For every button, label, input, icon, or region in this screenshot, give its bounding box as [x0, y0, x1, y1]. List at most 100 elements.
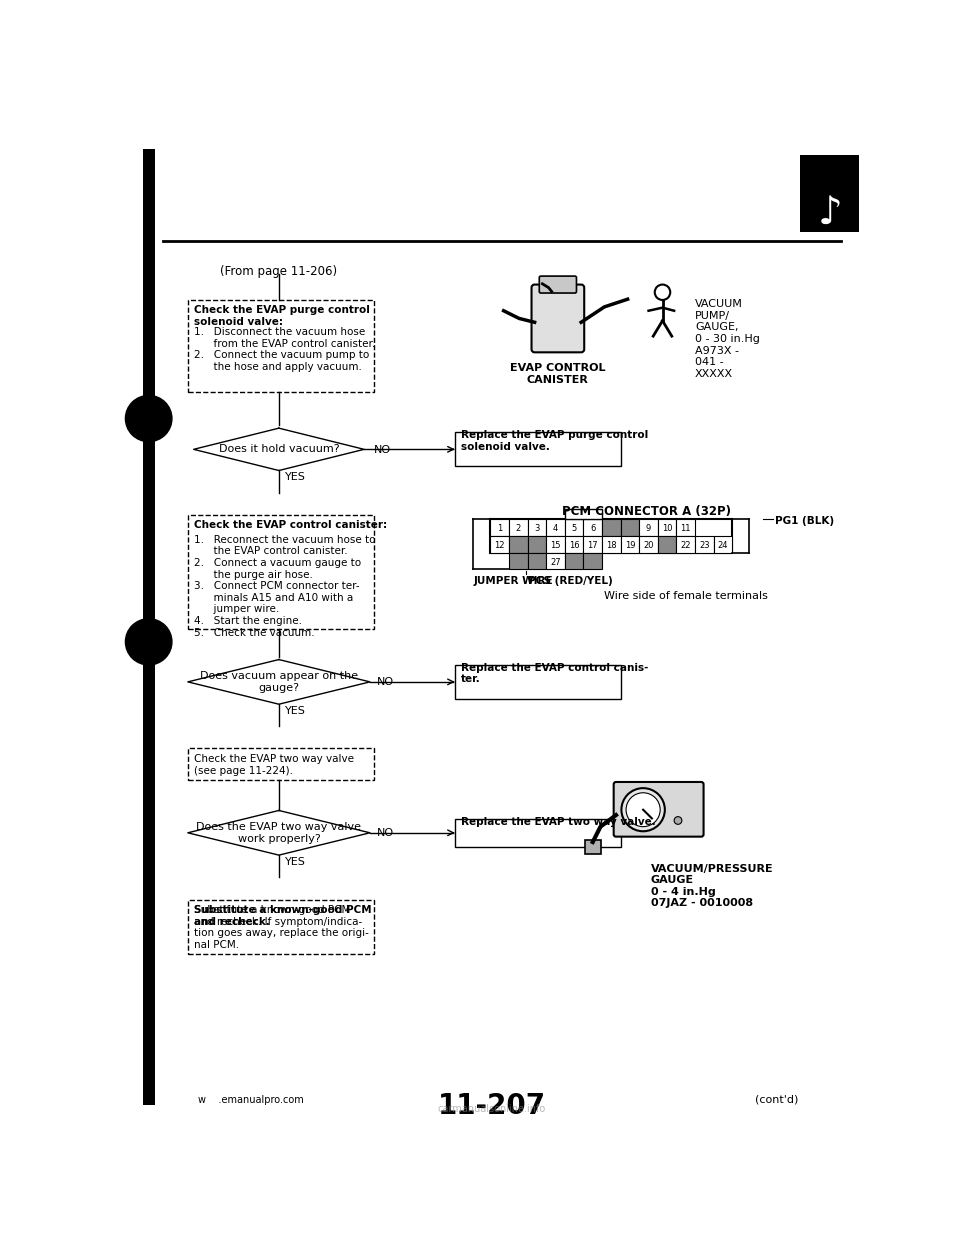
- Text: ♪: ♪: [818, 194, 842, 232]
- Text: NO: NO: [377, 828, 395, 838]
- FancyBboxPatch shape: [491, 519, 509, 535]
- FancyBboxPatch shape: [613, 782, 704, 837]
- Text: Substitute a known-good PCM
and recheck.: Substitute a known-good PCM and recheck.: [194, 905, 372, 927]
- Text: Check the EVAP purge control
solenoid valve:: Check the EVAP purge control solenoid va…: [194, 306, 371, 327]
- FancyBboxPatch shape: [528, 553, 546, 570]
- FancyBboxPatch shape: [528, 535, 546, 553]
- FancyBboxPatch shape: [801, 155, 858, 232]
- Text: (cont'd): (cont'd): [756, 1094, 799, 1104]
- Text: 1.   Disconnect the vacuum hose
      from the EVAP control canister.
2.   Conne: 1. Disconnect the vacuum hose from the E…: [194, 327, 375, 371]
- FancyBboxPatch shape: [658, 519, 677, 535]
- Text: Replace the EVAP two way valve.: Replace the EVAP two way valve.: [461, 817, 656, 827]
- Text: 27: 27: [550, 558, 561, 568]
- Text: 16: 16: [569, 542, 580, 550]
- Text: NO: NO: [373, 445, 391, 455]
- FancyBboxPatch shape: [658, 535, 677, 553]
- Text: 15: 15: [550, 542, 561, 550]
- FancyBboxPatch shape: [677, 519, 695, 535]
- Circle shape: [621, 789, 665, 831]
- Text: NO: NO: [377, 677, 395, 687]
- FancyBboxPatch shape: [491, 535, 509, 553]
- Text: 11-207: 11-207: [438, 1092, 546, 1120]
- Text: Replace the EVAP control canis-
ter.: Replace the EVAP control canis- ter.: [461, 663, 648, 684]
- FancyBboxPatch shape: [695, 535, 713, 553]
- Text: 6: 6: [590, 524, 595, 533]
- FancyBboxPatch shape: [677, 535, 695, 553]
- Text: Check the EVAP control canister:: Check the EVAP control canister:: [194, 520, 388, 530]
- FancyBboxPatch shape: [584, 553, 602, 570]
- Text: 20: 20: [643, 542, 654, 550]
- Text: VACUUM
PUMP/
GAUGE,
0 - 30 in.Hg
A973X -
041 -
XXXXX: VACUUM PUMP/ GAUGE, 0 - 30 in.Hg A973X -…: [695, 299, 760, 379]
- Text: 19: 19: [625, 542, 636, 550]
- Text: EVAP CONTROL
CANISTER: EVAP CONTROL CANISTER: [510, 363, 606, 385]
- FancyBboxPatch shape: [455, 818, 621, 847]
- Text: 12: 12: [494, 542, 505, 550]
- FancyBboxPatch shape: [509, 553, 528, 570]
- Text: 1.   Reconnect the vacuum hose to
      the EVAP control canister.
2.   Connect : 1. Reconnect the vacuum hose to the EVAP…: [194, 535, 376, 637]
- FancyBboxPatch shape: [564, 553, 584, 570]
- FancyBboxPatch shape: [621, 535, 639, 553]
- FancyBboxPatch shape: [528, 519, 546, 535]
- Text: Does vacuum appear on the
gauge?: Does vacuum appear on the gauge?: [200, 671, 358, 693]
- FancyBboxPatch shape: [564, 509, 602, 519]
- Text: 10: 10: [661, 524, 672, 533]
- FancyBboxPatch shape: [491, 519, 732, 553]
- Text: 2: 2: [516, 524, 521, 533]
- Text: Wire side of female terminals: Wire side of female terminals: [604, 591, 768, 601]
- Text: JUMPER WIRE: JUMPER WIRE: [473, 575, 553, 586]
- Text: 17: 17: [588, 542, 598, 550]
- FancyBboxPatch shape: [455, 664, 621, 699]
- Text: (From page 11-206): (From page 11-206): [220, 265, 337, 277]
- Text: 23: 23: [699, 542, 709, 550]
- FancyBboxPatch shape: [585, 840, 601, 853]
- FancyBboxPatch shape: [546, 535, 564, 553]
- Text: w    .emanualpro.com: w .emanualpro.com: [198, 1094, 303, 1104]
- Text: VACUUM/PRESSURE
GAUGE
0 - 4 in.Hg
07JAZ - 0010008: VACUUM/PRESSURE GAUGE 0 - 4 in.Hg 07JAZ …: [651, 863, 774, 908]
- Text: PCS (RED/YEL): PCS (RED/YEL): [528, 575, 612, 586]
- FancyBboxPatch shape: [188, 748, 374, 780]
- Text: 4: 4: [553, 524, 558, 533]
- Text: YES: YES: [285, 705, 306, 715]
- Text: Does the EVAP two way valve
work properly?: Does the EVAP two way valve work properl…: [197, 822, 361, 843]
- FancyBboxPatch shape: [188, 301, 374, 392]
- Text: 22: 22: [681, 542, 691, 550]
- Text: Substitute a known-good PCM
and recheck. If symptom/indica-
tion goes away, repl: Substitute a known-good PCM and recheck.…: [194, 905, 370, 950]
- Text: 3: 3: [535, 524, 540, 533]
- Text: PG1 (BLK): PG1 (BLK): [775, 515, 834, 525]
- Circle shape: [126, 395, 172, 442]
- Circle shape: [674, 817, 682, 825]
- Text: Does it hold vacuum?: Does it hold vacuum?: [219, 445, 339, 455]
- Text: YES: YES: [285, 857, 306, 867]
- FancyBboxPatch shape: [713, 535, 732, 553]
- FancyBboxPatch shape: [639, 519, 658, 535]
- FancyBboxPatch shape: [602, 535, 621, 553]
- FancyBboxPatch shape: [509, 535, 528, 553]
- FancyBboxPatch shape: [546, 519, 564, 535]
- Text: 1: 1: [497, 524, 502, 533]
- Text: 9: 9: [646, 524, 651, 533]
- Circle shape: [126, 619, 172, 664]
- Text: 5: 5: [571, 524, 577, 533]
- Text: 18: 18: [606, 542, 616, 550]
- FancyBboxPatch shape: [564, 535, 584, 553]
- FancyBboxPatch shape: [639, 535, 658, 553]
- FancyBboxPatch shape: [584, 519, 602, 535]
- FancyBboxPatch shape: [540, 276, 576, 293]
- FancyBboxPatch shape: [584, 535, 602, 553]
- Text: YES: YES: [285, 472, 306, 482]
- FancyBboxPatch shape: [188, 899, 374, 954]
- Text: carmanualsonline.info: carmanualsonline.info: [438, 1104, 546, 1114]
- Text: PCM CONNECTOR A (32P): PCM CONNECTOR A (32P): [563, 504, 732, 518]
- FancyBboxPatch shape: [509, 519, 528, 535]
- FancyBboxPatch shape: [532, 284, 585, 353]
- FancyBboxPatch shape: [621, 519, 639, 535]
- FancyBboxPatch shape: [602, 519, 621, 535]
- Text: Check the EVAP two way valve
(see page 11-224).: Check the EVAP two way valve (see page 1…: [194, 754, 354, 776]
- FancyBboxPatch shape: [143, 149, 155, 1105]
- FancyBboxPatch shape: [455, 432, 621, 466]
- FancyBboxPatch shape: [564, 519, 584, 535]
- FancyBboxPatch shape: [188, 514, 374, 628]
- Text: 24: 24: [718, 542, 729, 550]
- Circle shape: [626, 792, 660, 827]
- FancyBboxPatch shape: [546, 553, 564, 570]
